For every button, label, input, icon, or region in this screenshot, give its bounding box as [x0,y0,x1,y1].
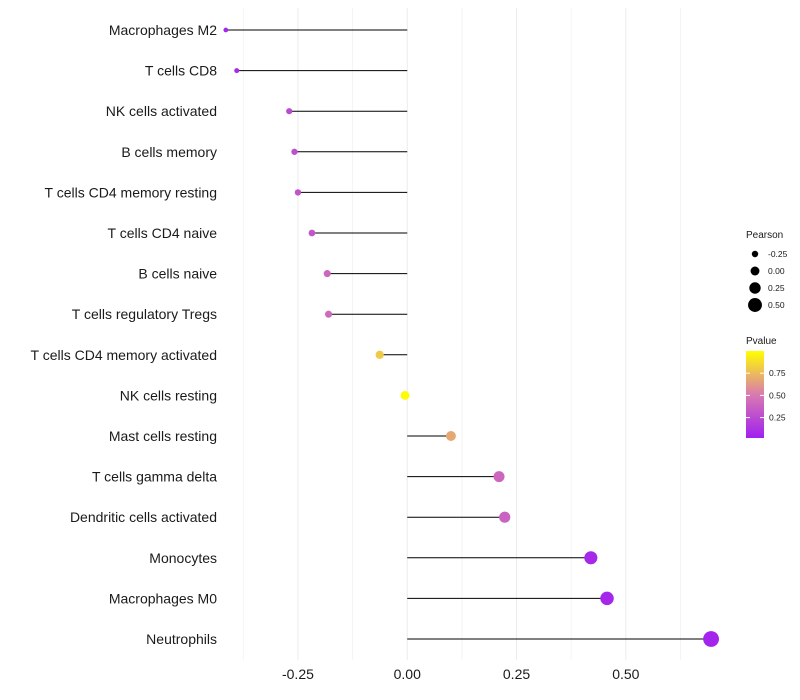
category-label: B cells memory [121,144,217,160]
lollipop-point [234,68,240,74]
x-tick-label: 0.00 [394,666,421,682]
category-label: T cells CD4 naive [108,225,218,241]
x-tick-label: -0.25 [282,666,314,682]
category-label: Dendritic cells activated [70,509,217,525]
lollipop-point [323,270,331,278]
legend-size-label: -0.25 [768,249,788,259]
lollipop-point [324,310,333,318]
category-label: T cells CD8 [145,63,217,79]
lollipop-point [223,27,229,33]
category-label: NK cells activated [106,103,217,119]
lollipop-point [375,350,384,359]
legend-size-label: 0.25 [768,283,785,293]
legend-pvalue-title: Pvalue [746,336,777,347]
legend-color-label: 0.25 [769,413,786,423]
category-label: T cells gamma delta [92,469,217,485]
lollipop-point [600,591,614,606]
legend-pearson: Pearson -0.25 0.00 0.25 0.50 [746,230,788,312]
legend-size-key [750,266,760,276]
category-label: Macrophages M0 [109,590,217,606]
category-label: Monocytes [149,550,217,566]
category-label: Mast cells resting [109,428,217,444]
stem-layer [225,29,712,640]
lollipop-point [291,148,298,155]
legend-colorbar [746,351,764,438]
legend-color-label: 0.75 [769,368,786,378]
lollipop-point [286,108,293,115]
legend-size-key [748,298,762,312]
grid-layer [242,8,681,660]
category-label: Neutrophils [146,631,217,647]
category-labels: Macrophages M2 T cells CD8 NK cells activa… [31,22,218,647]
lollipop-point [446,431,456,441]
lollipop-point [400,390,410,400]
x-tick-label: 0.50 [612,666,639,682]
category-label: B cells naive [138,266,217,282]
category-label: NK cells resting [120,387,217,403]
x-axis: -0.25 0.00 0.25 0.50 [282,666,640,682]
category-label: T cells CD4 memory activated [31,347,217,363]
legend-pearson-title: Pearson [746,230,783,241]
legend-color-label: 0.50 [769,390,786,400]
legend-size-label: 0.50 [768,300,785,310]
category-label: Macrophages M2 [109,22,217,38]
legend-size-key [751,250,759,258]
legend-size-key [749,282,761,294]
lollipop-point [493,471,505,483]
x-tick-label: 0.25 [503,666,530,682]
category-label: T cells CD4 memory resting [45,184,217,200]
lollipop-point [703,631,719,647]
category-label: T cells regulatory Tregs [72,306,217,322]
lollipop-point [294,189,302,196]
legend-pvalue: Pvalue 0.25 0.50 0.75 [746,336,786,438]
lollipop-point [308,229,316,237]
legend-size-label: 0.00 [768,266,785,276]
point-layer [223,27,719,647]
lollipop-point [499,511,511,523]
lollipop-point [584,551,598,565]
